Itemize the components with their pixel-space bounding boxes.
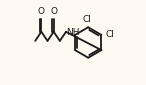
- Text: O: O: [50, 7, 57, 16]
- Text: NH: NH: [66, 28, 80, 37]
- Text: O: O: [38, 7, 45, 16]
- Text: Cl: Cl: [105, 30, 114, 39]
- Text: Cl: Cl: [83, 15, 92, 24]
